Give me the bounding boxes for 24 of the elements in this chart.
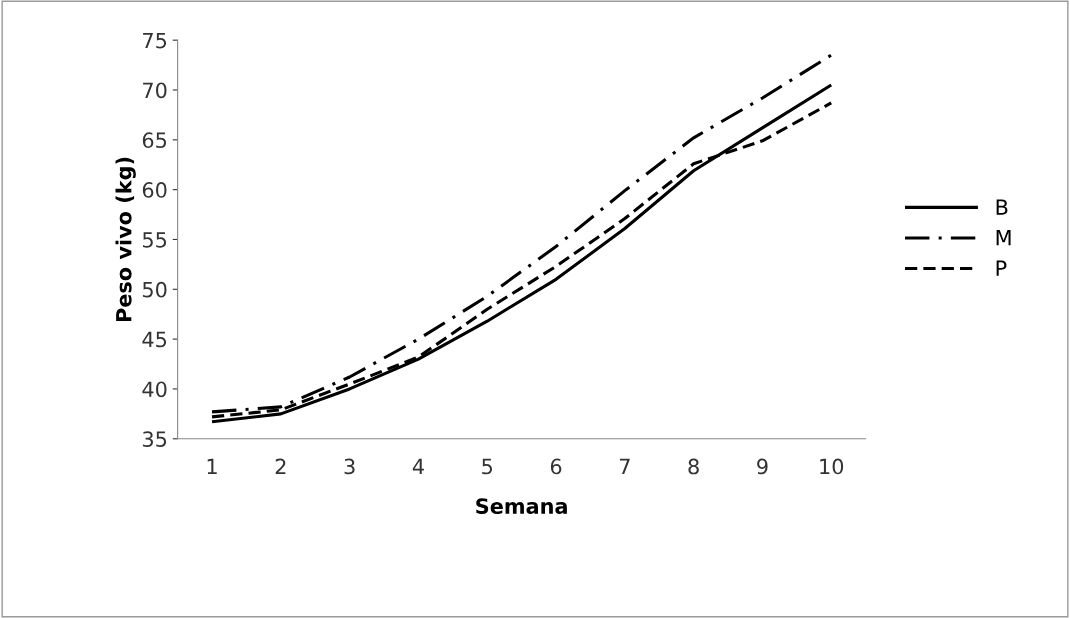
y-tick-label: 45 (142, 331, 167, 348)
legend-label: B (996, 199, 1008, 215)
x-axis-title: Semana (476, 498, 567, 514)
x-tick-label: 5 (482, 458, 493, 475)
x-tick-label: 9 (757, 458, 768, 475)
y-tick-label: 75 (143, 32, 167, 49)
y-tick-label: 50 (143, 281, 167, 298)
x-tick-label: 2 (275, 458, 286, 475)
x-tick-label: 1 (207, 458, 217, 475)
x-tick-label: 8 (688, 458, 699, 475)
x-tick-label: 10 (820, 458, 844, 475)
legend-label: P (996, 260, 1007, 276)
y-tick-label: 35 (142, 431, 167, 447)
y-tick-label: 40 (142, 381, 167, 398)
y-axis-title: Peso vivo (kg) (115, 157, 136, 322)
y-tick-label: 70 (143, 82, 167, 99)
y-tick-label: 55 (143, 232, 167, 248)
y-tick-label: 65 (142, 132, 167, 149)
legend-label: M (996, 230, 1011, 246)
x-tick-label: 7 (619, 458, 630, 475)
y-tick-label: 60 (142, 182, 167, 198)
x-tick-label: 4 (412, 458, 424, 475)
x-tick-label: 3 (344, 458, 355, 475)
x-tick-label: 6 (550, 458, 562, 475)
